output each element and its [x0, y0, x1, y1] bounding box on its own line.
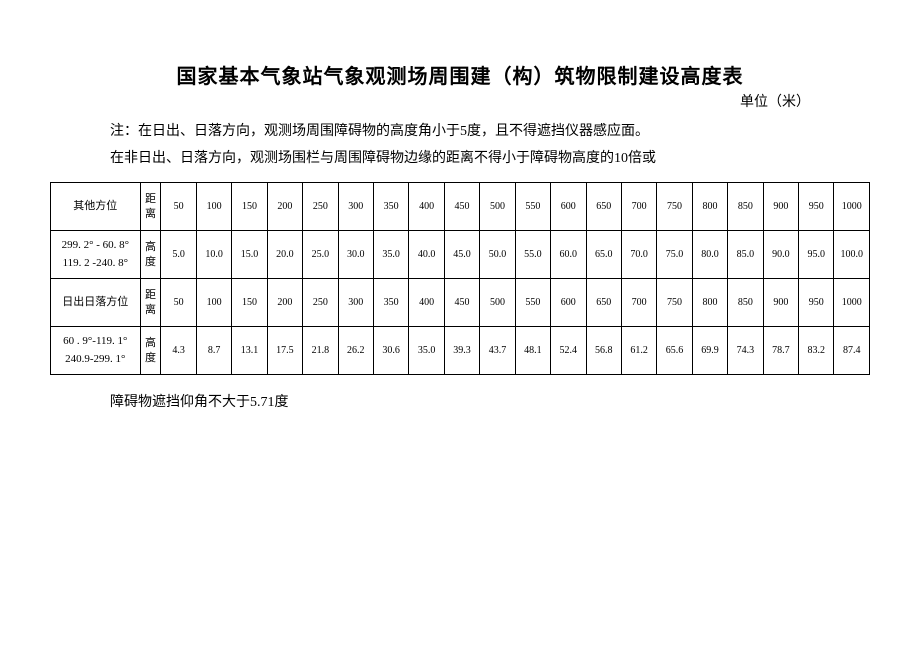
page-title: 国家基本气象站气象观测场周围建（构）筑物限制建设高度表 [50, 60, 870, 89]
cell: 95.0 [799, 231, 834, 279]
cell: 45.0 [444, 231, 479, 279]
sub-label-height: 高度 [140, 327, 161, 375]
cell: 10.0 [196, 231, 231, 279]
cell: 85.0 [728, 231, 763, 279]
table-row: 60 . 9°-119. 1°240.9-299. 1° 高度 4.3 8.7 … [51, 327, 870, 375]
cell: 550 [515, 279, 550, 327]
cell: 90.0 [763, 231, 798, 279]
note-block: 注：在日出、日落方向，观测场周围障碍物的高度角小于5度，且不得遮挡仪器感应面。 … [110, 119, 870, 172]
cell: 300 [338, 279, 373, 327]
cell: 850 [728, 183, 763, 231]
cell: 20.0 [267, 231, 302, 279]
cell: 30.0 [338, 231, 373, 279]
cell: 70.0 [621, 231, 656, 279]
cell: 950 [799, 183, 834, 231]
cell: 55.0 [515, 231, 550, 279]
cell: 100 [196, 183, 231, 231]
cell: 950 [799, 279, 834, 327]
cell: 800 [692, 279, 727, 327]
cell: 60.0 [551, 231, 586, 279]
cell: 850 [728, 279, 763, 327]
cell: 35.0 [409, 327, 444, 375]
sub-label-height: 高度 [140, 231, 161, 279]
cell: 350 [373, 279, 408, 327]
cell: 4.3 [161, 327, 196, 375]
cell: 750 [657, 183, 692, 231]
cell: 5.0 [161, 231, 196, 279]
cell: 700 [621, 279, 656, 327]
cell: 48.1 [515, 327, 550, 375]
row-label-other: 其他方位 [51, 183, 141, 231]
cell: 250 [303, 279, 338, 327]
cell: 43.7 [480, 327, 515, 375]
cell: 100 [196, 279, 231, 327]
cell: 450 [444, 279, 479, 327]
sub-label-dist: 距离 [140, 279, 161, 327]
cell: 900 [763, 279, 798, 327]
cell: 39.3 [444, 327, 479, 375]
note-line-2: 在非日出、日落方向，观测场围栏与周围障碍物边缘的距离不得小于障碍物高度的10倍或 [110, 146, 870, 173]
cell: 650 [586, 279, 621, 327]
cell: 56.8 [586, 327, 621, 375]
cell: 50 [161, 183, 196, 231]
table-row: 299. 2° - 60. 8°119. 2 -240. 8° 高度 5.0 1… [51, 231, 870, 279]
cell: 750 [657, 279, 692, 327]
cell: 21.8 [303, 327, 338, 375]
cell: 500 [480, 279, 515, 327]
cell: 600 [551, 183, 586, 231]
cell: 650 [586, 183, 621, 231]
cell: 450 [444, 183, 479, 231]
note-line-1: 注：在日出、日落方向，观测场周围障碍物的高度角小于5度，且不得遮挡仪器感应面。 [110, 119, 870, 146]
cell: 600 [551, 279, 586, 327]
cell: 1000 [834, 183, 870, 231]
cell: 52.4 [551, 327, 586, 375]
cell: 500 [480, 183, 515, 231]
cell: 69.9 [692, 327, 727, 375]
cell: 150 [232, 279, 267, 327]
footer-note: 障碍物遮挡仰角不大于5.71度 [110, 391, 870, 411]
cell: 25.0 [303, 231, 338, 279]
cell: 100.0 [834, 231, 870, 279]
cell: 50 [161, 279, 196, 327]
cell: 26.2 [338, 327, 373, 375]
row-label-angle2: 60 . 9°-119. 1°240.9-299. 1° [51, 327, 141, 375]
cell: 400 [409, 183, 444, 231]
unit-label: 单位（米） [50, 91, 870, 111]
cell: 80.0 [692, 231, 727, 279]
cell: 900 [763, 183, 798, 231]
cell: 200 [267, 183, 302, 231]
cell: 50.0 [480, 231, 515, 279]
table-row: 其他方位 距离 50 100 150 200 250 300 350 400 4… [51, 183, 870, 231]
cell: 40.0 [409, 231, 444, 279]
cell: 250 [303, 183, 338, 231]
row-label-sun: 日出日落方位 [51, 279, 141, 327]
cell: 83.2 [799, 327, 834, 375]
cell: 1000 [834, 279, 870, 327]
cell: 87.4 [834, 327, 870, 375]
cell: 35.0 [373, 231, 408, 279]
cell: 8.7 [196, 327, 231, 375]
cell: 74.3 [728, 327, 763, 375]
cell: 65.0 [586, 231, 621, 279]
cell: 700 [621, 183, 656, 231]
cell: 550 [515, 183, 550, 231]
cell: 350 [373, 183, 408, 231]
cell: 15.0 [232, 231, 267, 279]
cell: 78.7 [763, 327, 798, 375]
sub-label-dist: 距离 [140, 183, 161, 231]
cell: 800 [692, 183, 727, 231]
cell: 150 [232, 183, 267, 231]
cell: 30.6 [373, 327, 408, 375]
table-row: 日出日落方位 距离 50 100 150 200 250 300 350 400… [51, 279, 870, 327]
cell: 61.2 [621, 327, 656, 375]
cell: 65.6 [657, 327, 692, 375]
cell: 400 [409, 279, 444, 327]
cell: 17.5 [267, 327, 302, 375]
cell: 300 [338, 183, 373, 231]
cell: 75.0 [657, 231, 692, 279]
cell: 13.1 [232, 327, 267, 375]
row-label-angle1: 299. 2° - 60. 8°119. 2 -240. 8° [51, 231, 141, 279]
cell: 200 [267, 279, 302, 327]
height-limit-table: 其他方位 距离 50 100 150 200 250 300 350 400 4… [50, 182, 870, 375]
